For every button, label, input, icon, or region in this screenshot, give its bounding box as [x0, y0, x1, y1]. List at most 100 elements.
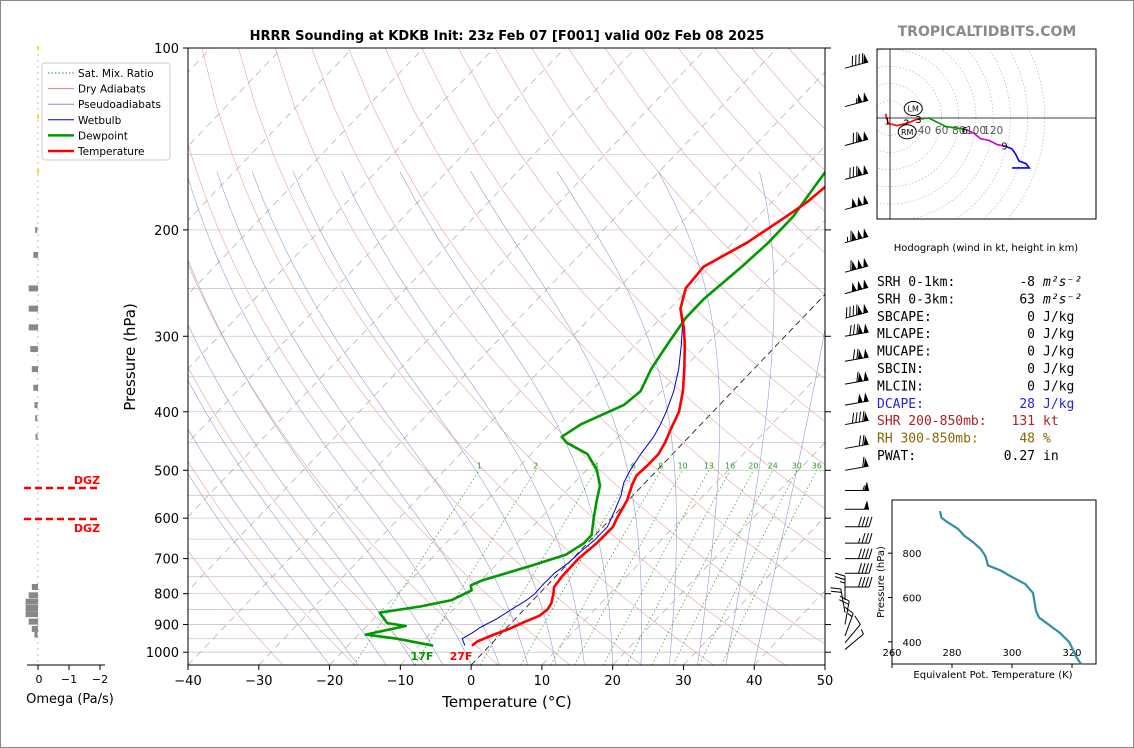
x-tick-label: −20	[316, 674, 343, 689]
barb-full	[861, 53, 864, 64]
mixing-ratio-line	[479, 470, 597, 665]
dry-adiabat-line	[188, 460, 355, 665]
barb-full	[851, 55, 854, 67]
barb-pennant	[857, 305, 863, 315]
barb-full	[830, 587, 841, 590]
mixing-ratio-label: 10	[677, 461, 687, 470]
barb-full	[862, 411, 865, 422]
barb-full	[834, 576, 846, 581]
wind-barb	[845, 563, 873, 574]
dry-adiabat-line	[531, 48, 825, 380]
x-tick-label: −30	[245, 674, 272, 689]
omega-bar	[31, 584, 38, 591]
hodograph-height-label: 2	[903, 118, 909, 129]
omega-bar	[30, 346, 38, 353]
barb-half	[860, 629, 864, 635]
barb-full	[852, 132, 855, 144]
barb-half	[858, 538, 861, 544]
stat-unit: J/kg	[1043, 310, 1074, 325]
mixing-ratio-label: 13	[704, 461, 714, 470]
barb-full	[868, 576, 873, 588]
isotherm-line	[188, 48, 424, 295]
storm-motion-label: RM	[901, 128, 914, 137]
stat-unit: J/kg	[1043, 379, 1074, 394]
series-wetbulb	[461, 186, 825, 646]
mixing-ratio-line	[414, 470, 536, 665]
barb-shaft	[844, 419, 869, 426]
isotherm-line	[188, 48, 707, 592]
isotherm-line	[188, 48, 566, 444]
x-tick-label: −40	[174, 674, 201, 689]
barb-full	[849, 324, 852, 336]
mixing-ratio-line	[651, 470, 754, 665]
barb-shaft	[844, 235, 869, 244]
barb-full	[851, 412, 855, 424]
barb-full	[861, 576, 866, 588]
mixing-ratio-label: 4	[593, 461, 598, 470]
pseudoadiabat-line	[556, 171, 677, 665]
wind-barb	[830, 587, 846, 613]
omega-bar	[35, 433, 38, 440]
barb-full	[854, 615, 861, 625]
barb-full	[849, 306, 851, 317]
barb-full	[856, 371, 859, 383]
barb-pennant	[857, 93, 863, 104]
y-tick-label: 1000	[146, 646, 179, 661]
skewt-profiles	[364, 170, 825, 647]
barb-pennant	[857, 280, 863, 291]
wind-barb	[844, 629, 864, 650]
barb-full	[865, 576, 869, 588]
barb-full	[865, 563, 869, 574]
wind-barb	[844, 195, 869, 210]
omega-bars	[25, 46, 39, 665]
barb-full	[844, 606, 854, 614]
dry-adiabat-line	[238, 48, 714, 665]
wind-barb	[844, 257, 869, 273]
barb-half	[846, 236, 849, 243]
hodograph-segment	[920, 117, 966, 130]
stat-value: 0.27	[1004, 449, 1035, 464]
stat-unit: J/kg	[1043, 397, 1074, 412]
barb-shaft	[844, 331, 869, 337]
stat-label: MUCAPE:	[877, 345, 932, 360]
barb-full	[850, 260, 852, 271]
theta-e-x-tick-label: 280	[942, 648, 961, 659]
barb-full	[856, 348, 859, 360]
hodograph-ring-label: 100	[966, 125, 986, 137]
barb-full	[861, 533, 866, 544]
theta-e-panel: 260 280 300 320 400 600 800 Equivalent Pot. Te…	[876, 499, 1097, 681]
stat-label: DCAPE:	[877, 397, 924, 412]
barb-pennant	[863, 303, 869, 314]
isotherm-line	[188, 48, 636, 518]
barb-pennant	[863, 371, 869, 381]
barb-pennant	[857, 372, 863, 382]
wind-barb	[844, 392, 869, 406]
barb-half	[839, 581, 846, 584]
stat-value: 63	[1019, 292, 1035, 307]
omega-tick-label-2: −2	[92, 673, 108, 686]
mixing-ratio-label: 24	[768, 461, 778, 470]
stat-value: -8	[1019, 275, 1035, 290]
legend-label: Wetbulb	[78, 115, 122, 127]
pseudoadiabat-line	[188, 176, 472, 665]
omega-bar	[28, 592, 38, 599]
stat-unit: kt	[1043, 414, 1059, 429]
barb-full	[858, 576, 862, 588]
barb-pennant	[857, 259, 863, 269]
theta-e-y-tick-label: 800	[902, 549, 921, 560]
barb-half	[847, 613, 853, 618]
stat-value: 0	[1027, 379, 1035, 394]
dry-adiabat-line	[311, 48, 825, 645]
mixing-ratio-label: 20	[748, 461, 758, 470]
mixing-ratio-line	[353, 470, 480, 665]
chart-title: HRRR Sounding at KDKB Init: 23z Feb 07 […	[250, 29, 765, 44]
stat-label: SBCIN:	[877, 362, 924, 377]
legend-label: Temperature	[77, 146, 145, 158]
x-tick-label: −10	[387, 674, 414, 689]
wind-barb	[845, 516, 873, 528]
barb-pennant	[863, 348, 869, 358]
barb-pennant	[857, 349, 863, 360]
